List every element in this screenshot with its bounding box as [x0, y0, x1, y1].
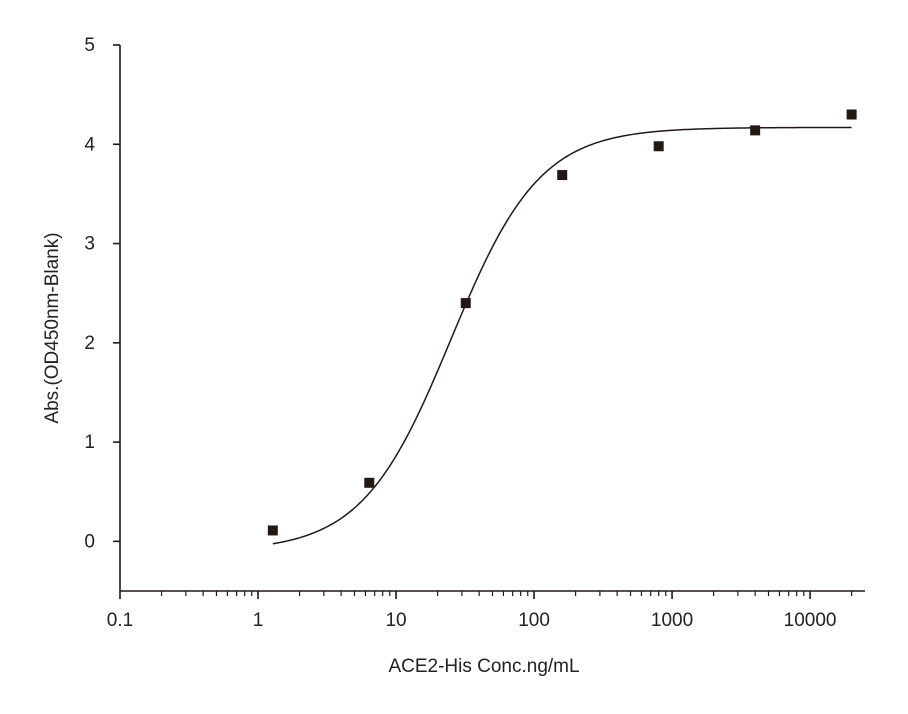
data-point [557, 170, 568, 181]
data-point [750, 125, 761, 136]
y-tick-label: 2 [84, 333, 95, 354]
y-axis-label: Abs.(OD450nm-Blank) [42, 232, 63, 423]
x-tick-label: 1 [253, 610, 264, 631]
x-axis-label: ACE2-His Conc.ng/mL [388, 656, 579, 677]
axes: 0 1 2 3 4 5 0.1 1 10 100 1000 10000 [84, 35, 865, 631]
y-tick-label: 5 [84, 35, 95, 56]
data-points [267, 109, 857, 536]
data-point [364, 477, 375, 488]
fit-curve [272, 126, 852, 545]
y-tick-label: 0 [84, 531, 95, 552]
x-tick-label: 0.1 [107, 610, 133, 631]
data-point [267, 525, 278, 536]
x-tick-label: 10000 [784, 610, 837, 631]
data-point [846, 109, 857, 120]
data-point [460, 298, 471, 309]
x-tick-label: 1000 [651, 610, 693, 631]
data-point [653, 141, 664, 152]
y-tick-label: 3 [84, 234, 95, 255]
y-tick-label: 4 [84, 134, 95, 155]
fit-curve-layer [272, 126, 852, 545]
x-tick-label: 10 [385, 610, 406, 631]
y-tick-label: 1 [84, 432, 95, 453]
x-tick-label: 100 [518, 610, 550, 631]
